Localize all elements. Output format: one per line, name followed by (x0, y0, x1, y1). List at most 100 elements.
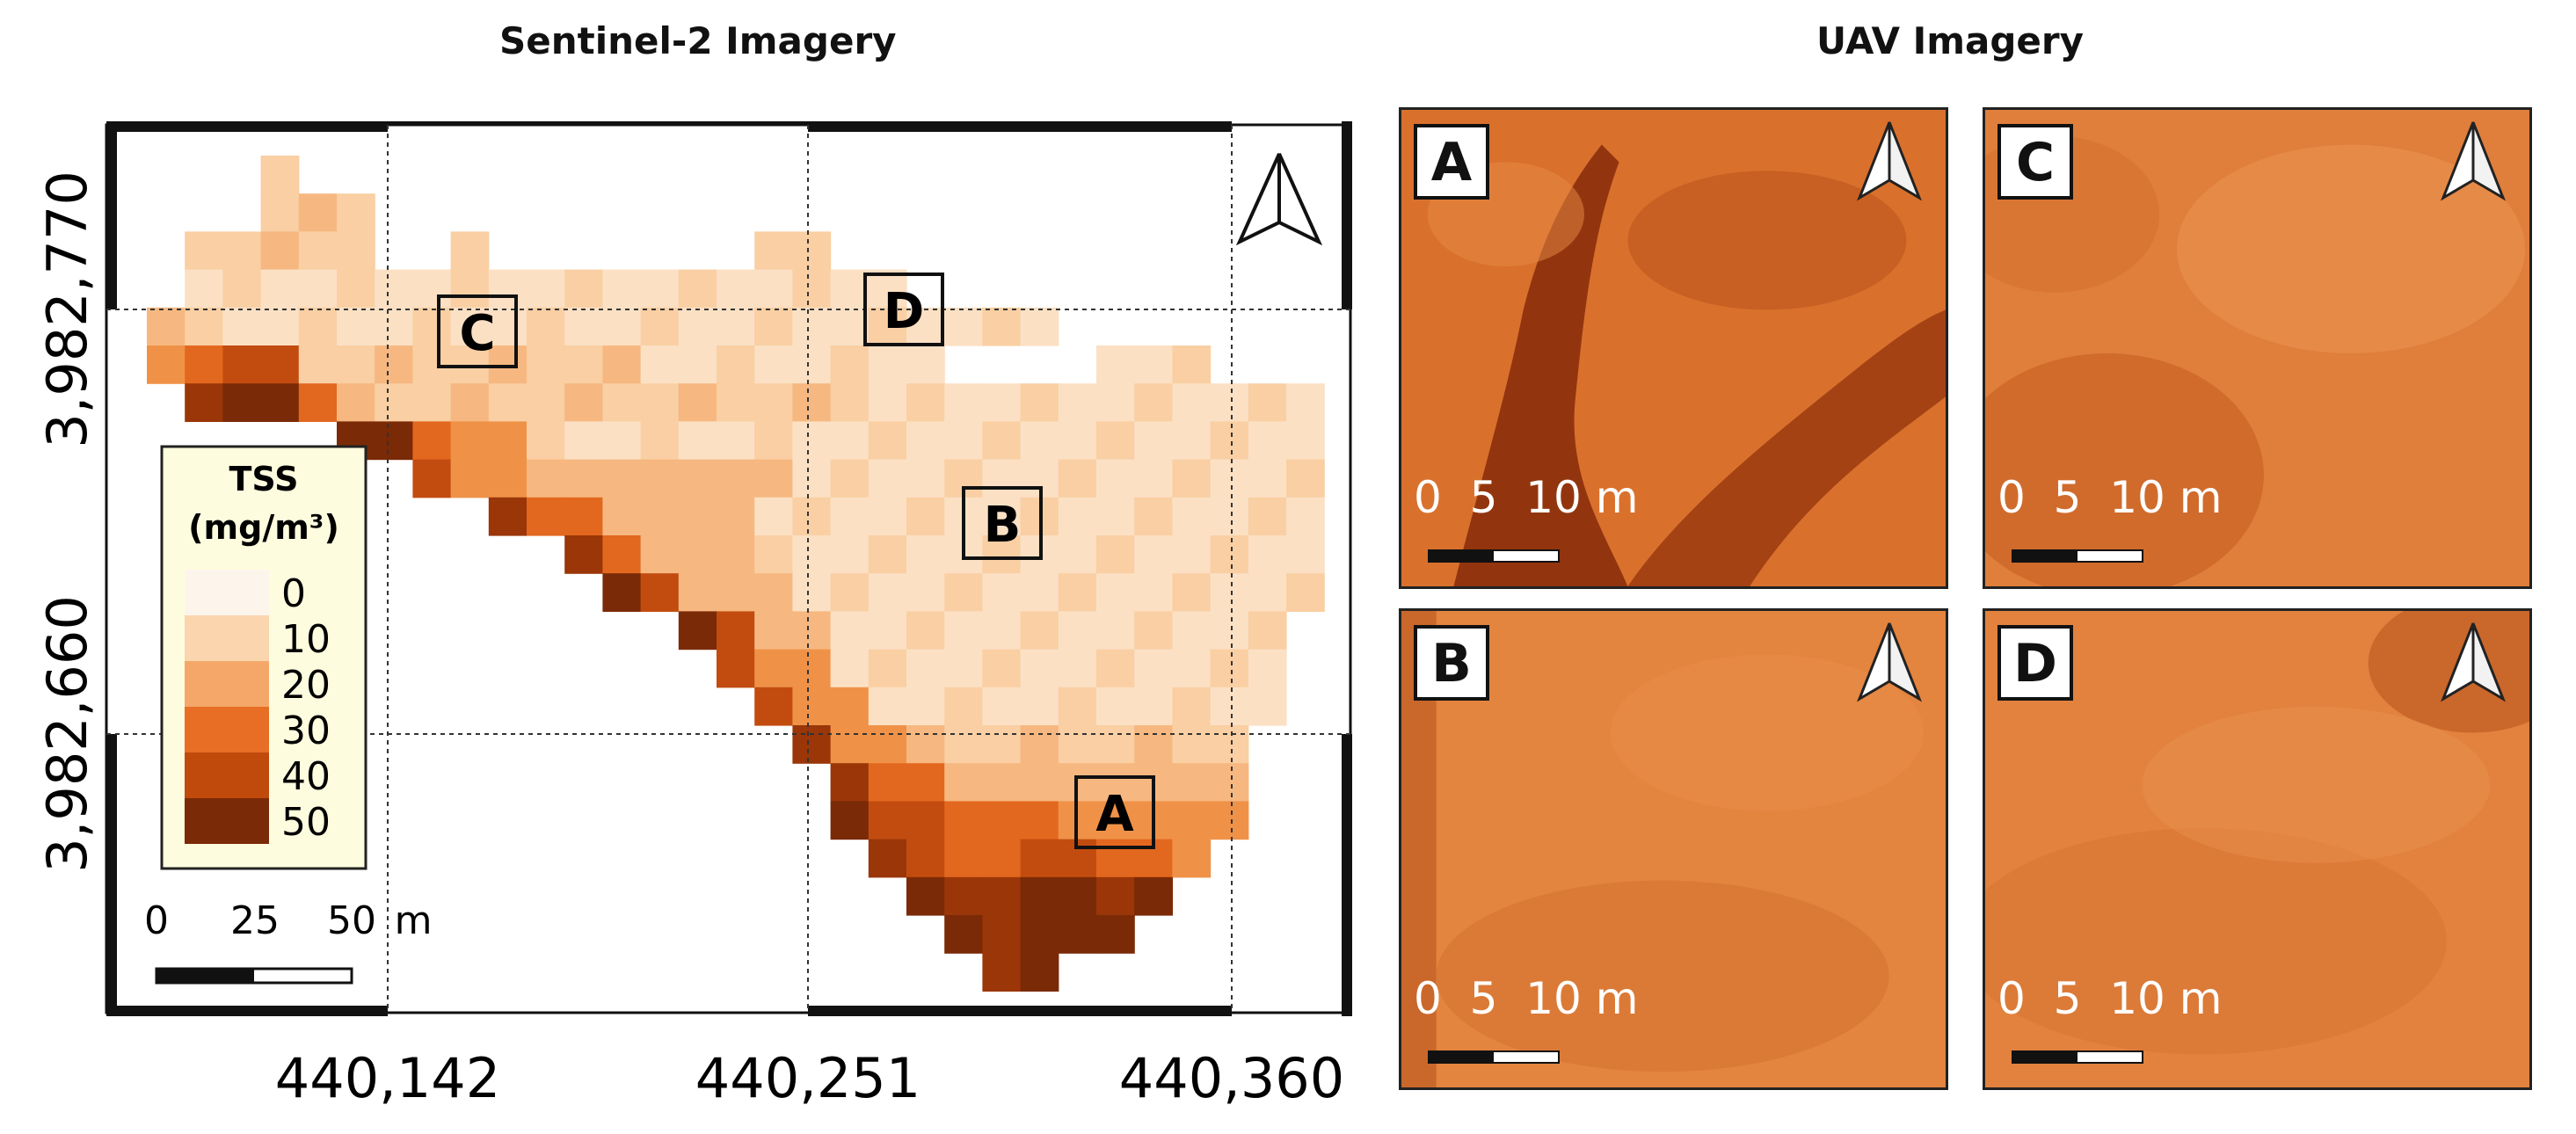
tss-pixel (1096, 725, 1135, 764)
tss-pixel (527, 307, 565, 346)
north-arrow-icon (2441, 121, 2506, 201)
tss-pixel (830, 421, 870, 461)
tss-pixel (982, 839, 1022, 878)
tss-pixel (906, 307, 945, 346)
legend-swatch (185, 707, 269, 752)
tss-pixel (868, 497, 907, 536)
map-border-ticks (106, 121, 1352, 1016)
tss-pixel (678, 421, 717, 461)
uav-photo (1401, 110, 1946, 586)
tss-pixel (792, 687, 832, 726)
tss-pixel (602, 535, 642, 574)
tss-pixel (906, 345, 945, 384)
tss-pixel (754, 573, 793, 612)
tss-pixel (337, 307, 375, 346)
uav-photo (1401, 611, 1946, 1087)
tss-pixel (944, 687, 983, 726)
tss-pixel (868, 383, 907, 422)
tss-pixel (717, 307, 755, 346)
tss-pixel (982, 611, 1022, 651)
tss-pixel (1058, 421, 1097, 461)
tss-pixel (1286, 383, 1325, 422)
tss-pixel (1248, 573, 1287, 612)
tss-pixel (488, 307, 528, 346)
tss-pixel (868, 459, 907, 498)
tss-pixel (337, 345, 375, 384)
uav-scale-bar (2012, 549, 2143, 563)
tss-pixel (678, 497, 717, 536)
tss-pixel (1058, 876, 1097, 916)
tss-pixel (982, 763, 1022, 802)
tss-pixel (1210, 649, 1249, 688)
site-label-c: C (437, 294, 518, 368)
tss-pixel (944, 611, 983, 651)
north-arrow-icon (1857, 622, 1922, 702)
tss-pixel (1020, 801, 1059, 840)
tss-pixel (1210, 801, 1249, 840)
tss-pixel (1096, 459, 1135, 498)
tss-pixel (982, 383, 1022, 422)
tss-pixel (906, 876, 945, 916)
tss-pixel (717, 459, 755, 498)
x-tick-label: 440,360 (1119, 1046, 1344, 1110)
tss-pixel (222, 307, 262, 346)
tss-pixel (564, 459, 603, 498)
tss-pixel (868, 839, 907, 878)
legend-label: 0 (281, 571, 306, 616)
north-arrow-icon (1235, 153, 1323, 246)
tss-pixel (450, 231, 490, 271)
tss-pixel (260, 383, 300, 422)
tss-pixel (982, 459, 1022, 498)
tss-pixel (906, 535, 945, 574)
tss-pixel (868, 763, 907, 802)
tss-pixel (602, 383, 642, 422)
tss-pixel (337, 193, 375, 232)
tss-pixel (1020, 611, 1059, 651)
tss-pixel (185, 231, 223, 271)
tss-pixel (1286, 535, 1325, 574)
tss-pixel (564, 535, 603, 574)
tss-pixel (792, 231, 832, 271)
tss-pixel (260, 269, 300, 309)
tss-pixel (1020, 573, 1059, 612)
tss-pixel (450, 459, 490, 498)
tss-pixel (412, 307, 452, 346)
tss-pixel (754, 535, 793, 574)
tss-pixel (868, 725, 907, 764)
tss-pixel (640, 459, 680, 498)
legend-swatch (185, 570, 269, 615)
svg-text:B: B (984, 497, 1022, 554)
tss-pixel (1096, 763, 1135, 802)
tss-pixel (906, 421, 945, 461)
svg-text:C: C (459, 305, 495, 362)
tss-pixel (754, 497, 793, 536)
tss-pixel (906, 573, 945, 612)
tss-pixel (1020, 383, 1059, 422)
tss-pixel (1134, 876, 1173, 916)
tss-pixel (754, 687, 793, 726)
tss-pixel (1096, 421, 1135, 461)
tss-pixel (982, 421, 1022, 461)
tss-pixel (564, 345, 603, 384)
tss-pixel (1172, 535, 1212, 574)
tss-pixel (298, 231, 338, 271)
tss-pixel (792, 459, 832, 498)
tss-pixel-layer (147, 156, 1325, 992)
tss-pixel (1286, 421, 1325, 461)
tss-pixel (792, 649, 832, 688)
tss-pixel (1020, 649, 1059, 688)
svg-text:50: 50 (327, 898, 376, 943)
tss-pixel (1096, 383, 1135, 422)
legend-label: 50 (281, 800, 331, 845)
tss-pixel (1096, 839, 1135, 878)
tss-pixel (944, 573, 983, 612)
uav-scale-bar (2012, 1050, 2143, 1064)
tss-pixel (527, 497, 565, 536)
tss-pixel (944, 801, 983, 840)
tss-pixel (564, 497, 603, 536)
tss-pixel (260, 156, 300, 194)
tss-pixel (1058, 497, 1097, 536)
tss-pixel (1210, 459, 1249, 498)
tss-pixel (527, 345, 565, 384)
graticule (106, 125, 1350, 1013)
